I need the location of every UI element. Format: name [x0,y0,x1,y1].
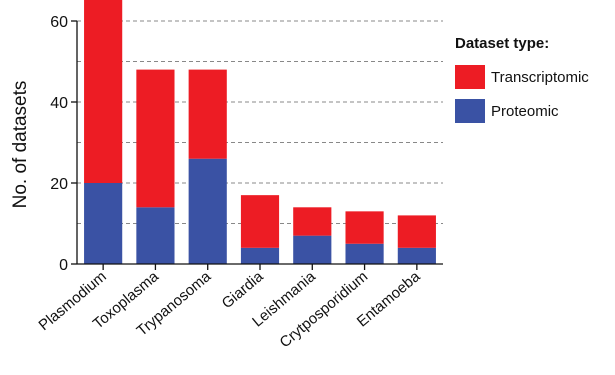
legend-swatch-transcriptomic [455,65,485,89]
y-tick-label: 20 [50,176,68,193]
bar-proteomic-plasmodium [84,183,123,264]
bar-transcriptomic-plasmodium [84,0,123,183]
legend-label-proteomic: Proteomic [491,102,559,120]
bar-proteomic-trypanosoma [188,158,227,264]
bars [84,0,436,264]
legend-title: Dataset type: [455,35,550,52]
bar-transcriptomic-leishmania [293,207,332,236]
x-tick-label: Giardia [219,268,267,313]
bar-proteomic-leishmania [293,235,332,264]
y-tick-label: 60 [50,14,68,31]
bar-proteomic-crytposporidium [345,243,384,264]
bar-transcriptomic-crytposporidium [345,211,384,244]
legend: Dataset type: Transcriptomic Proteomic [455,35,615,132]
axes [71,20,443,270]
bar-proteomic-entamoeba [397,247,436,264]
bar-transcriptomic-giardia [240,195,280,248]
x-tick-label: Crytposporidium [277,268,372,351]
bar-transcriptomic-entamoeba [397,215,436,248]
legend-item-transcriptomic: Transcriptomic [455,64,615,90]
legend-label-transcriptomic: Transcriptomic [491,68,589,86]
y-axis-title: No. of datasets [10,81,31,209]
y-tick-label: 0 [59,257,68,274]
bar-proteomic-toxoplasma [136,207,175,264]
bar-transcriptomic-toxoplasma [136,69,175,208]
legend-swatch-proteomic [455,99,485,123]
y-tick-label: 40 [50,95,68,112]
legend-item-proteomic: Proteomic [455,98,615,124]
bar-proteomic-giardia [240,247,280,264]
gridlines [77,20,443,224]
bar-transcriptomic-trypanosoma [188,69,227,159]
